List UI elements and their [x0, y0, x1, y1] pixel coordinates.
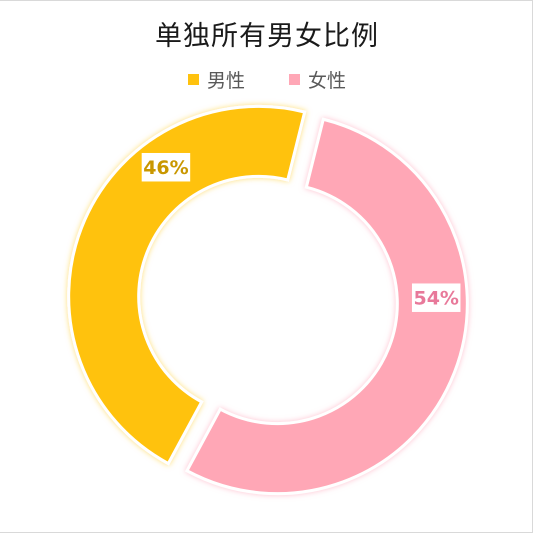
data-label-male-group: 46% [140, 151, 192, 183]
data-label-male: 46% [143, 157, 188, 179]
data-label-female: 54% [413, 288, 458, 310]
data-label-male-box [140, 151, 192, 183]
data-label-female-group: 54% [410, 281, 462, 314]
legend-item-female[interactable]: 女性 [289, 66, 346, 93]
legend: 男性 女性 [0, 66, 534, 93]
legend-label-female: 女性 [308, 70, 347, 92]
slice-female[interactable] [184, 117, 469, 496]
legend-swatch-female [289, 74, 300, 85]
legend-item-male[interactable]: 男性 [187, 66, 245, 93]
legend-swatch-male [187, 74, 199, 85]
slice-male[interactable] [67, 104, 307, 466]
data-label-female-box [410, 281, 462, 314]
chart-title: 单独所有男女比例 [155, 21, 379, 52]
legend-label-male: 男性 [206, 70, 245, 92]
